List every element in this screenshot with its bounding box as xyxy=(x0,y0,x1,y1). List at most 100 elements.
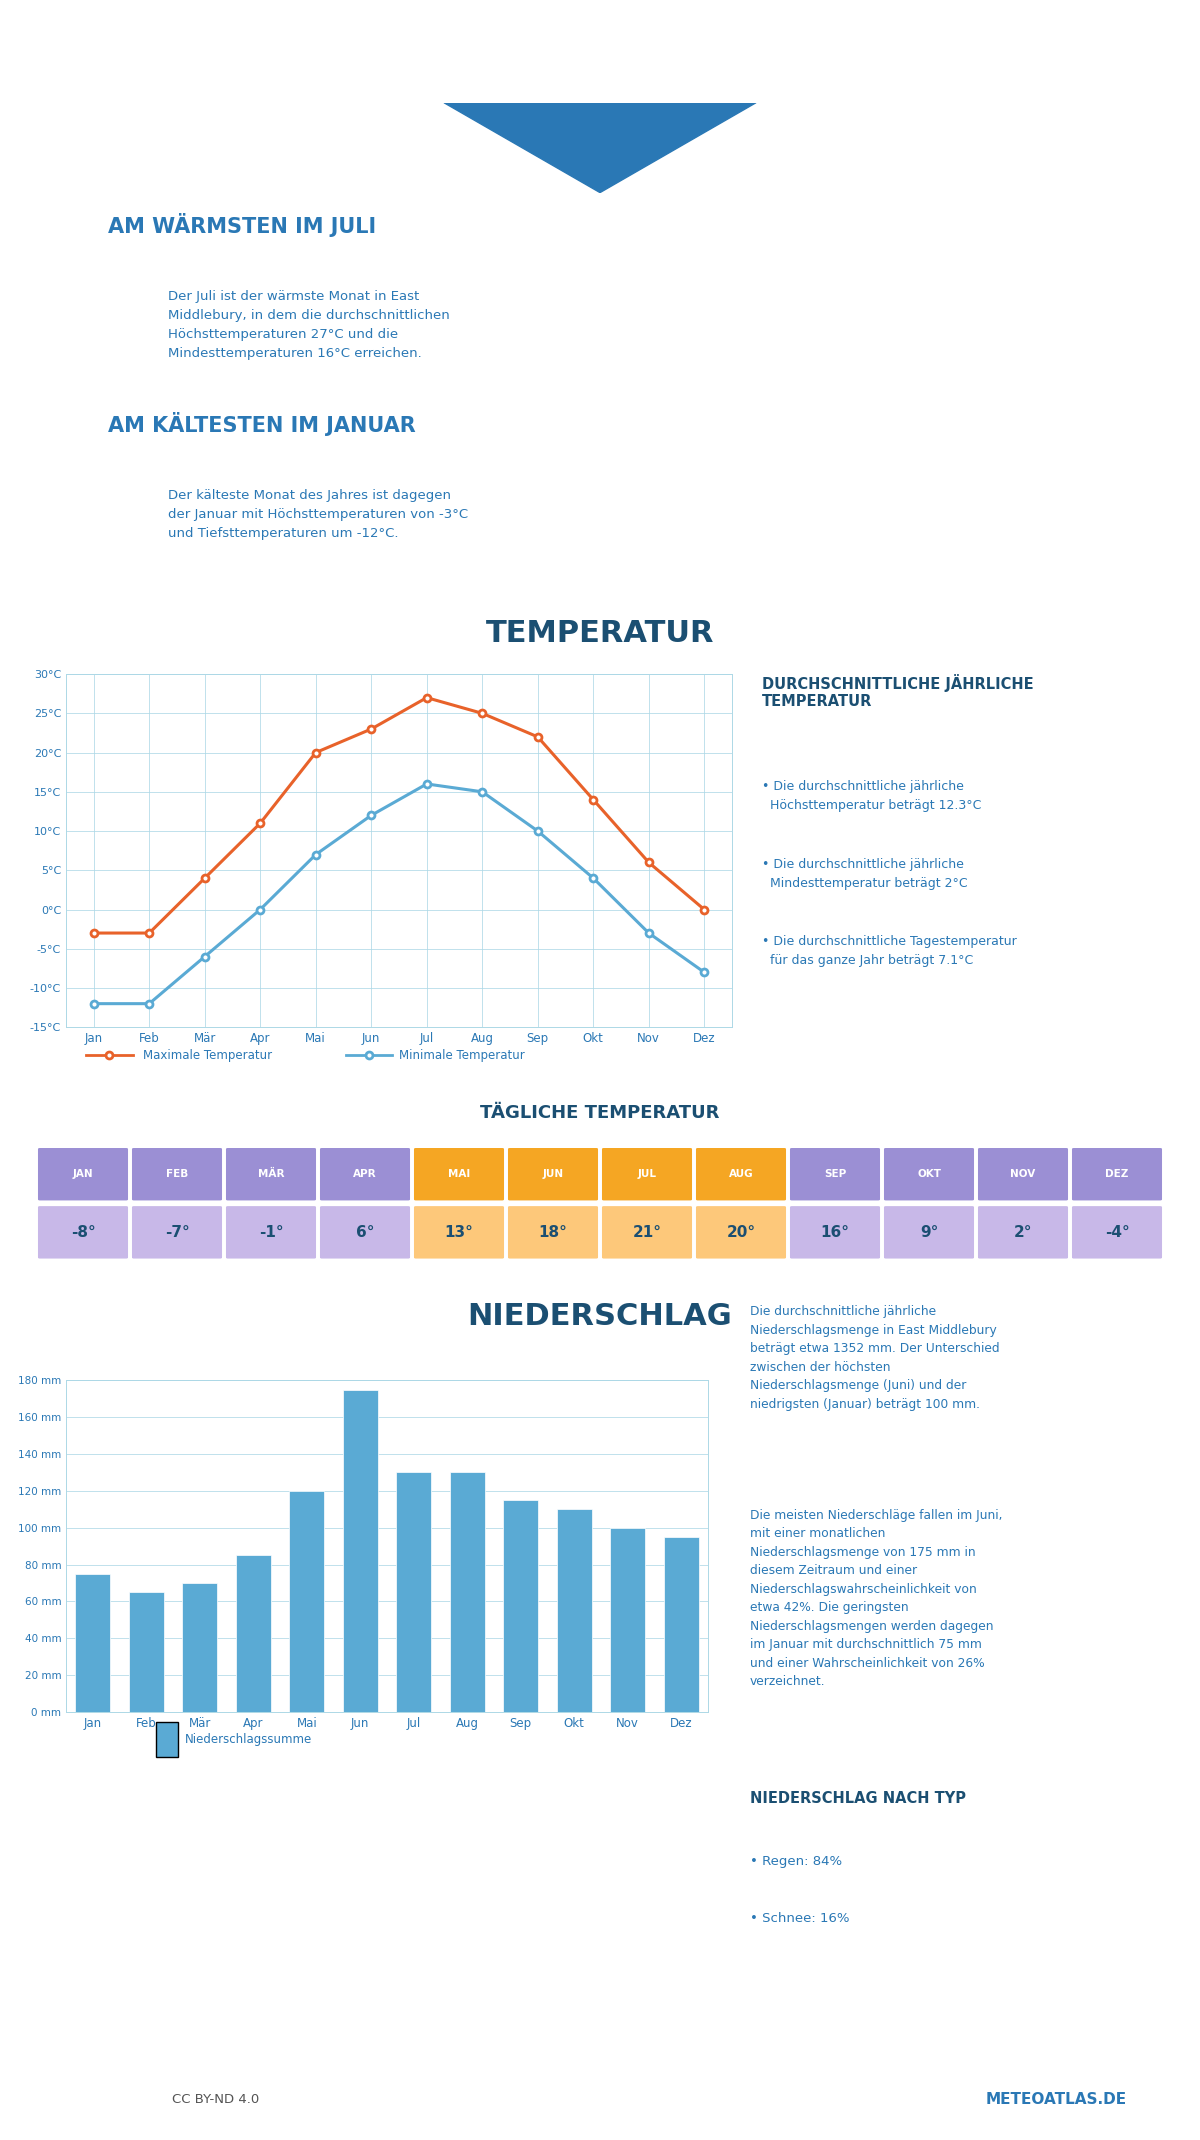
Text: 39%: 39% xyxy=(438,1858,480,1875)
FancyBboxPatch shape xyxy=(601,1205,694,1260)
Text: 30%: 30% xyxy=(1002,1858,1044,1875)
Text: -1°: -1° xyxy=(259,1224,283,1239)
Text: Minimale Temperatur: Minimale Temperatur xyxy=(400,1049,524,1061)
Text: AUG: AUG xyxy=(728,1168,754,1179)
FancyBboxPatch shape xyxy=(977,1205,1069,1260)
Text: Maximale Temperatur: Maximale Temperatur xyxy=(143,1049,271,1061)
Text: NIEDERSCHLAGSWAHRSCHEINLICHKEIT: NIEDERSCHLAGSWAHRSCHEINLICHKEIT xyxy=(422,1787,778,1804)
Bar xyxy=(396,1472,431,1712)
Text: OKT: OKT xyxy=(917,1915,941,1924)
Text: 42%: 42% xyxy=(532,1858,575,1875)
Text: Niederschlagssumme: Niederschlagssumme xyxy=(185,1733,312,1746)
Text: SEP: SEP xyxy=(824,1168,846,1179)
Polygon shape xyxy=(444,103,756,193)
Text: AUG: AUG xyxy=(728,1915,754,1924)
FancyBboxPatch shape xyxy=(601,1147,694,1201)
Text: DEZ: DEZ xyxy=(1105,1168,1129,1179)
FancyBboxPatch shape xyxy=(37,1205,130,1260)
Bar xyxy=(557,1509,592,1712)
Text: 30%: 30% xyxy=(250,1858,293,1875)
Text: JUN: JUN xyxy=(542,1168,564,1179)
Text: 26%: 26% xyxy=(61,1858,104,1875)
Text: • Regen: 84%: • Regen: 84% xyxy=(750,1855,842,1868)
Text: JUL: JUL xyxy=(637,1168,656,1179)
Text: FEB: FEB xyxy=(166,1915,188,1924)
FancyBboxPatch shape xyxy=(977,1147,1069,1201)
Text: AM KÄLTESTEN IM JANUAR: AM KÄLTESTEN IM JANUAR xyxy=(108,413,415,437)
Text: JUL: JUL xyxy=(637,1915,656,1924)
Bar xyxy=(76,1573,110,1712)
Text: EAST MIDDLEBURY: EAST MIDDLEBURY xyxy=(336,15,864,62)
Text: JAN: JAN xyxy=(73,1915,94,1924)
Text: METEOATLAS.DE: METEOATLAS.DE xyxy=(985,2091,1127,2108)
Bar xyxy=(236,1556,271,1712)
Text: DURCHSCHNITTLICHE JÄHRLICHE
TEMPERATUR: DURCHSCHNITTLICHE JÄHRLICHE TEMPERATUR xyxy=(762,674,1033,710)
FancyBboxPatch shape xyxy=(1070,1147,1163,1201)
FancyBboxPatch shape xyxy=(1070,1205,1163,1260)
Bar xyxy=(289,1492,324,1712)
Text: SEP: SEP xyxy=(824,1915,846,1924)
Text: TÄGLICHE TEMPERATUR: TÄGLICHE TEMPERATUR xyxy=(480,1104,720,1121)
Text: Der Juli ist der wärmste Monat in East
Middlebury, in dem die durchschnittlichen: Der Juli ist der wärmste Monat in East M… xyxy=(168,291,450,360)
Bar xyxy=(450,1472,485,1712)
Text: MÄR: MÄR xyxy=(258,1915,284,1924)
Text: • Schnee: 16%: • Schnee: 16% xyxy=(750,1911,850,1924)
Text: 9°: 9° xyxy=(920,1224,938,1239)
Text: 13°: 13° xyxy=(444,1224,474,1239)
Text: 38%: 38% xyxy=(907,1858,950,1875)
Text: 31%: 31% xyxy=(814,1858,857,1875)
Text: Die durchschnittliche jährliche
Niederschlagsmenge in East Middlebury
beträgt et: Die durchschnittliche jährliche Niedersc… xyxy=(750,1305,1000,1410)
Text: CC BY-ND 4.0: CC BY-ND 4.0 xyxy=(173,2093,259,2106)
FancyBboxPatch shape xyxy=(131,1205,223,1260)
FancyBboxPatch shape xyxy=(883,1205,976,1260)
Bar xyxy=(503,1500,538,1712)
FancyBboxPatch shape xyxy=(506,1205,599,1260)
Text: Die meisten Niederschläge fallen im Juni,
mit einer monatlichen
Niederschlagsmen: Die meisten Niederschläge fallen im Juni… xyxy=(750,1509,1002,1688)
Text: 2°: 2° xyxy=(1014,1224,1032,1239)
FancyBboxPatch shape xyxy=(413,1147,505,1201)
Text: AM WÄRMSTEN IM JULI: AM WÄRMSTEN IM JULI xyxy=(108,214,376,238)
Text: 33%: 33% xyxy=(1096,1858,1139,1875)
Text: 6°: 6° xyxy=(355,1224,374,1239)
Text: OKT: OKT xyxy=(917,1168,941,1179)
Text: MAI: MAI xyxy=(448,1915,470,1924)
Text: VEREINIGTE STAATEN VON AMERIKA: VEREINIGTE STAATEN VON AMERIKA xyxy=(475,81,725,94)
Bar xyxy=(128,1592,163,1712)
FancyBboxPatch shape xyxy=(224,1205,317,1260)
Bar xyxy=(664,1537,698,1712)
Text: -4°: -4° xyxy=(1105,1224,1129,1239)
Text: • Die durchschnittliche jährliche
  Höchsttemperatur beträgt 12.3°C: • Die durchschnittliche jährliche Höchst… xyxy=(762,779,982,811)
Text: 40%: 40% xyxy=(343,1858,386,1875)
Text: -8°: -8° xyxy=(71,1224,95,1239)
FancyBboxPatch shape xyxy=(413,1205,505,1260)
FancyBboxPatch shape xyxy=(319,1147,412,1201)
Text: 30%: 30% xyxy=(156,1858,198,1875)
Text: JAN: JAN xyxy=(73,1168,94,1179)
Text: MAI: MAI xyxy=(448,1168,470,1179)
FancyBboxPatch shape xyxy=(506,1147,599,1201)
Text: 21°: 21° xyxy=(632,1224,661,1239)
Text: 18°: 18° xyxy=(539,1224,568,1239)
FancyBboxPatch shape xyxy=(695,1147,787,1201)
Text: 16°: 16° xyxy=(821,1224,850,1239)
Text: Der kälteste Monat des Jahres ist dagegen
der Januar mit Höchsttemperaturen von : Der kälteste Monat des Jahres ist dagege… xyxy=(168,490,468,541)
FancyBboxPatch shape xyxy=(695,1205,787,1260)
Text: APR: APR xyxy=(353,1915,377,1924)
Bar xyxy=(343,1389,378,1712)
Text: 20°: 20° xyxy=(726,1224,756,1239)
Text: 38%: 38% xyxy=(625,1858,668,1875)
Text: • Die durchschnittliche jährliche
  Mindesttemperatur beträgt 2°C: • Die durchschnittliche jährliche Mindes… xyxy=(762,858,967,890)
FancyBboxPatch shape xyxy=(883,1147,976,1201)
FancyBboxPatch shape xyxy=(37,1147,130,1201)
FancyBboxPatch shape xyxy=(319,1205,412,1260)
Text: FEB: FEB xyxy=(166,1168,188,1179)
FancyBboxPatch shape xyxy=(788,1147,881,1201)
FancyBboxPatch shape xyxy=(224,1147,317,1201)
Text: MÄR: MÄR xyxy=(258,1168,284,1179)
Bar xyxy=(182,1584,217,1712)
Text: APR: APR xyxy=(353,1168,377,1179)
FancyBboxPatch shape xyxy=(788,1205,881,1260)
Text: NOV: NOV xyxy=(1010,1915,1036,1924)
Text: NIEDERSCHLAG NACH TYP: NIEDERSCHLAG NACH TYP xyxy=(750,1791,966,1806)
Bar xyxy=(611,1528,646,1712)
